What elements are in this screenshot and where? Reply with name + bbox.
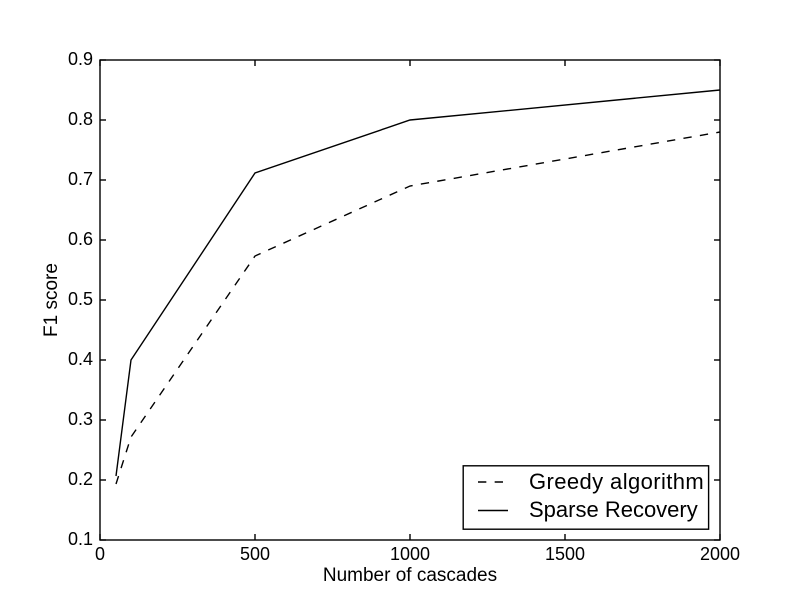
svg-text:0.1: 0.1 xyxy=(68,529,93,549)
svg-text:2000: 2000 xyxy=(700,544,740,564)
svg-text:0.3: 0.3 xyxy=(68,409,93,429)
svg-text:0: 0 xyxy=(95,544,105,564)
svg-text:0.8: 0.8 xyxy=(68,109,93,129)
svg-text:1500: 1500 xyxy=(545,544,585,564)
svg-text:500: 500 xyxy=(240,544,270,564)
svg-text:Number of cascades: Number of cascades xyxy=(323,565,497,586)
svg-text:0.9: 0.9 xyxy=(68,49,93,69)
svg-text:F1 score: F1 score xyxy=(41,263,62,337)
svg-text:0.5: 0.5 xyxy=(68,289,93,309)
svg-text:Sparse Recovery: Sparse Recovery xyxy=(529,497,698,522)
svg-text:Greedy algorithm: Greedy algorithm xyxy=(529,469,704,494)
svg-text:0.2: 0.2 xyxy=(68,469,93,489)
svg-text:0.6: 0.6 xyxy=(68,229,93,249)
svg-text:0.4: 0.4 xyxy=(68,349,93,369)
svg-text:0.7: 0.7 xyxy=(68,169,93,189)
svg-text:1000: 1000 xyxy=(390,544,430,564)
